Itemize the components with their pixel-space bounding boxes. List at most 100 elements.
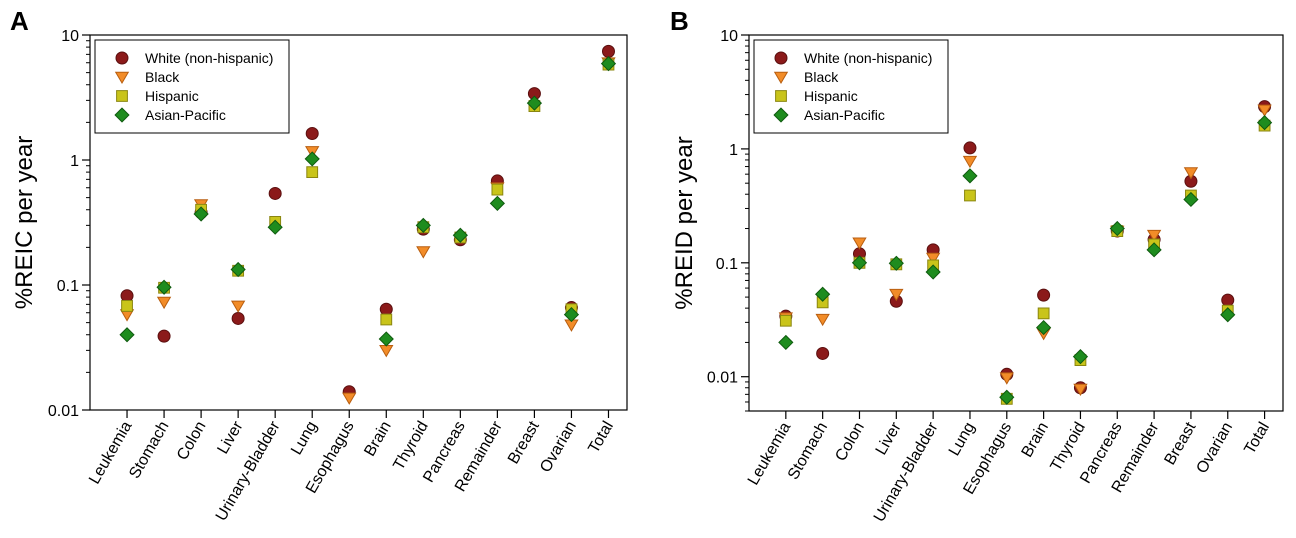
- point-diamond-3: [778, 334, 794, 351]
- point-diamond-3: [888, 255, 904, 271]
- x-tick-label: Total: [585, 419, 617, 457]
- point-triangle-down-1: [416, 246, 431, 259]
- y-tick-label: 10: [61, 28, 79, 45]
- point-circle-0: [157, 329, 171, 343]
- legend-marker-1: [114, 71, 130, 84]
- x-tick-label: Breast: [505, 418, 543, 467]
- x-tick-label: Leukemia: [745, 419, 794, 488]
- legend-marker-1: [773, 71, 789, 84]
- point-triangle-down-1: [156, 296, 172, 310]
- plot-frame: [748, 34, 1284, 412]
- point-square-2: [121, 300, 133, 312]
- legend-label: Asian-Pacific: [145, 107, 226, 123]
- y-tick-label: 0.1: [57, 278, 79, 295]
- y-tick-label: 0.1: [716, 256, 738, 273]
- legend-marker-2: [116, 90, 128, 102]
- y-axis-label: %REIC per year: [11, 136, 38, 309]
- point-triangle-down-1: [889, 288, 904, 302]
- x-tick-label: Lung: [946, 420, 979, 459]
- legend-label: Asian-Pacific: [804, 107, 885, 123]
- legend: White (non-hispanic) Black Hispanic Asian-P…: [94, 39, 290, 134]
- point-triangle-down-1: [1146, 229, 1162, 243]
- panel-label: B: [670, 6, 689, 36]
- x-tick-label: Brain: [361, 419, 394, 460]
- point-triangle-down-1: [1073, 383, 1088, 396]
- point-circle-0: [379, 302, 393, 316]
- point-diamond-3: [563, 306, 580, 323]
- x-tick-label: Lung: [288, 419, 321, 458]
- x-tick-label: Breast: [1162, 419, 1200, 468]
- legend-label: Hispanic: [804, 88, 858, 104]
- point-triangle-down-1: [999, 372, 1014, 385]
- x-tick-label: Colon: [174, 419, 210, 464]
- y-tick-label: 10: [720, 28, 738, 45]
- x-tick-label: Total: [1241, 420, 1273, 458]
- y-tick-label: 0.01: [48, 403, 79, 420]
- point-diamond-3: [156, 279, 172, 295]
- point-diamond-3: [119, 327, 135, 343]
- y-tick-label: 1: [70, 153, 79, 170]
- point-circle-0: [963, 141, 977, 155]
- point-diamond-3: [925, 264, 941, 280]
- y-tick-label: 0.01: [707, 370, 738, 387]
- point-square-2: [964, 189, 976, 202]
- point-circle-0: [268, 186, 282, 200]
- x-tick-label: Liver: [215, 418, 247, 457]
- point-square-2: [380, 313, 393, 326]
- point-diamond-3: [193, 206, 209, 222]
- legend-marker-3: [773, 107, 789, 123]
- legend-label: Black: [145, 69, 180, 85]
- point-diamond-3: [230, 261, 246, 278]
- point-triangle-down-1: [852, 237, 867, 250]
- point-diamond-3: [815, 286, 831, 302]
- point-circle-0: [1037, 288, 1051, 302]
- point-triangle-down-1: [230, 300, 246, 313]
- legend: White (non-hispanic) Black Hispanic Asian-P…: [753, 39, 949, 134]
- legend-marker-0: [774, 51, 788, 65]
- panel-label: A: [10, 6, 29, 36]
- plot-frame: [89, 34, 628, 411]
- legend-label: White (non-hispanic): [804, 50, 932, 66]
- point-triangle-down-1: [1183, 167, 1199, 180]
- point-diamond-3: [1036, 319, 1052, 336]
- point-diamond-3: [1072, 349, 1089, 365]
- point-diamond-3: [851, 255, 868, 271]
- point-circle-0: [120, 289, 134, 303]
- point-diamond-3: [962, 168, 978, 184]
- x-tick-label: Colon: [832, 420, 868, 465]
- point-diamond-3: [1109, 220, 1125, 237]
- point-diamond-3: [999, 389, 1015, 405]
- legend-marker-2: [775, 90, 787, 102]
- y-axis-label: %REID per year: [671, 136, 698, 309]
- x-tick-label: Thyroid: [390, 419, 431, 474]
- point-diamond-3: [600, 56, 617, 72]
- point-diamond-3: [1146, 242, 1162, 258]
- x-tick-label: Ovarian: [1193, 420, 1236, 477]
- point-square-2: [491, 183, 504, 196]
- point-diamond-3: [304, 151, 320, 167]
- point-diamond-3: [526, 95, 543, 111]
- point-triangle-down-1: [925, 252, 941, 266]
- x-tick-label: Leukemia: [86, 418, 135, 487]
- legend-marker-3: [114, 107, 130, 123]
- x-tick-label: Brain: [1019, 420, 1052, 461]
- point-diamond-3: [489, 195, 505, 211]
- legend-label: White (non-hispanic): [145, 50, 273, 66]
- point-diamond-3: [415, 217, 431, 233]
- point-circle-0: [601, 44, 615, 58]
- point-circle-0: [1221, 293, 1235, 307]
- point-square-2: [779, 314, 792, 327]
- point-triangle-down-1: [815, 313, 830, 327]
- point-diamond-3: [378, 331, 394, 347]
- point-diamond-3: [1183, 191, 1199, 208]
- legend-label: Black: [804, 69, 839, 85]
- point-circle-0: [231, 311, 245, 325]
- point-diamond-3: [1256, 115, 1273, 131]
- point-circle-0: [816, 346, 830, 360]
- x-tick-label: Liver: [873, 419, 905, 458]
- point-triangle-down-1: [342, 392, 357, 405]
- legend-marker-0: [115, 51, 129, 65]
